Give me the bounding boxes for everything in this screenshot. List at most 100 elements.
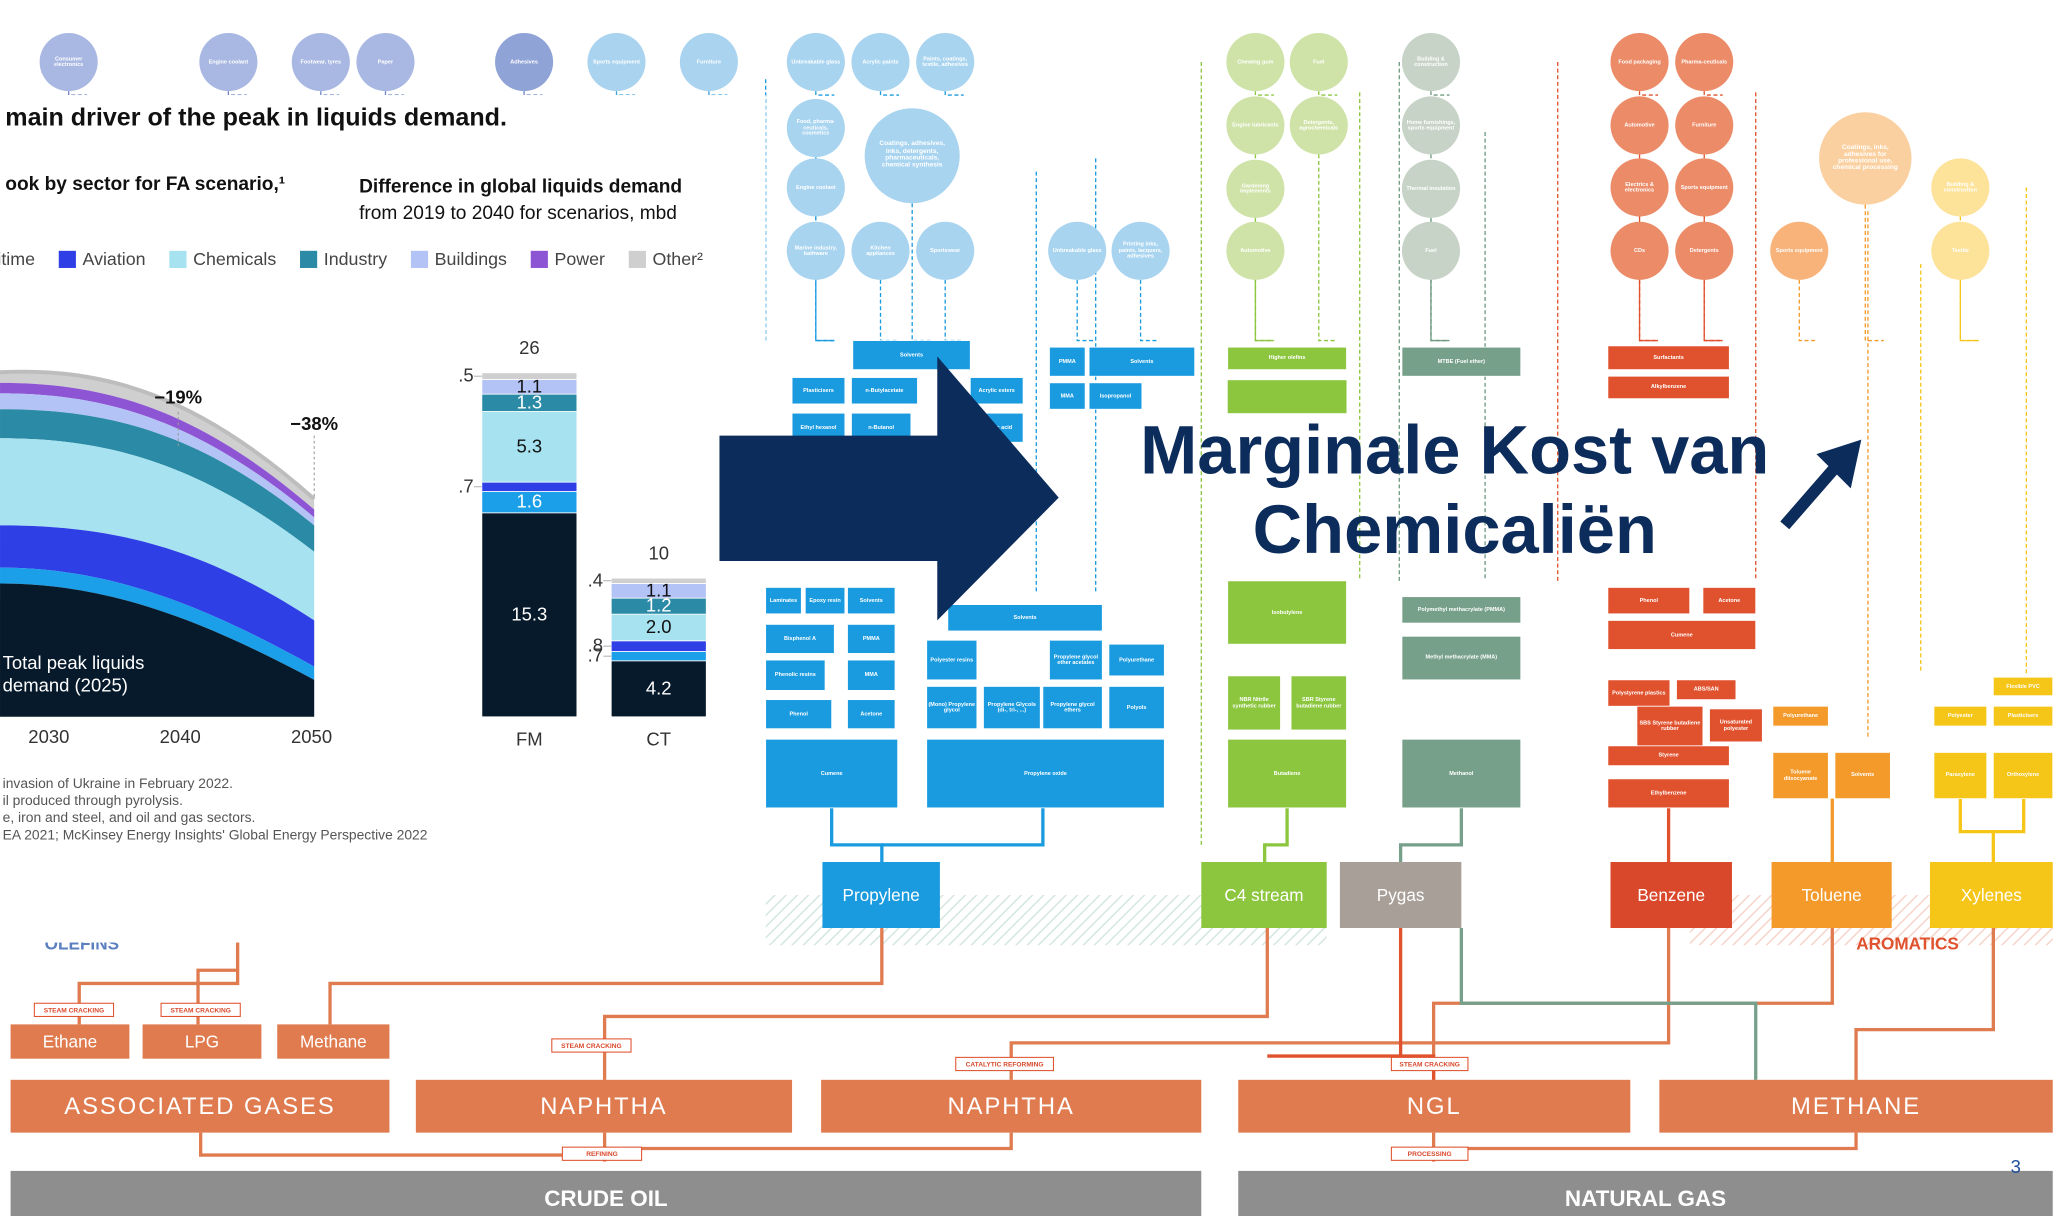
footnote: EA 2021; McKinsey Energy Insights' Globa… [3, 826, 428, 842]
pipe [1398, 807, 1463, 863]
process-label-frame: Solvents [900, 351, 923, 357]
product-circle [356, 33, 415, 92]
process-label-frame: Phenol [789, 710, 807, 716]
bar-value-label: 1.2 [646, 595, 672, 616]
process-box [1049, 639, 1103, 681]
process-label-frame: MTBE (Fuel ether) [1437, 357, 1485, 365]
process-box [1992, 705, 2054, 727]
process-box [983, 686, 1041, 730]
feedstock-label: NAPHTHA [540, 1093, 667, 1120]
area-layer [0, 583, 315, 717]
product-label-frame: Engine coolant [209, 58, 249, 64]
process-box [765, 623, 835, 654]
process-label: Acetone [860, 709, 883, 717]
connector [384, 91, 404, 96]
process-label-frame: Solvents [1013, 613, 1037, 621]
process-label: Phenol [1639, 596, 1659, 604]
gas-label: Methane [300, 1031, 367, 1051]
process-label: Cumene [1670, 630, 1693, 638]
process-box [1049, 382, 1086, 410]
product-circle [1226, 96, 1285, 155]
process-tag-label: CATALYTIC REFORMING [966, 1061, 1044, 1068]
intermediate-label: Pygas [1377, 885, 1425, 905]
intermediate-label: C4 stream [1224, 885, 1303, 905]
connector [944, 279, 964, 342]
product-label-frame: Unbreakable glass [1053, 247, 1102, 253]
product-label-frame: Coatings, inks, adhesives for profession… [1833, 144, 1898, 172]
product-circle [1610, 221, 1669, 280]
product-label: Paints, coatings, textile, adhesives [922, 54, 969, 68]
bar-segment [610, 660, 707, 718]
process-box [1049, 346, 1086, 377]
bar-value-label: .7 [458, 475, 473, 496]
process-box [852, 340, 971, 371]
process-box [1992, 752, 2054, 800]
product-label: Sports equipment [592, 57, 640, 65]
product-label: Gardening implements [1240, 181, 1271, 195]
product-label: Chewing gum [1237, 57, 1274, 65]
connector [708, 91, 728, 96]
product-label-frame: Sportswear [930, 246, 961, 254]
process-box [791, 377, 846, 405]
product-circle [851, 221, 910, 280]
process-label-frame: Acrylic esters [979, 387, 1015, 393]
product-circle [39, 33, 98, 92]
process-box [926, 639, 978, 681]
process-box [926, 738, 1165, 809]
pipe [1267, 1054, 1436, 1080]
area-note: demand (2025) [3, 674, 128, 695]
process-label-frame: Acetone [1718, 597, 1740, 603]
process-box [969, 377, 1024, 405]
pipe [328, 928, 884, 1025]
pipe [1854, 928, 1995, 1080]
x-tick-label: 2030 [28, 726, 69, 747]
process-label-frame: Methyl methacrylate (MMA) [1426, 654, 1498, 660]
x-tick-label: CT [646, 728, 671, 749]
product-label: Engine coolant [796, 183, 836, 190]
process-box [1108, 686, 1165, 730]
gas-label: Ethane [43, 1031, 97, 1051]
pipe [602, 928, 1269, 1080]
product-circle [1675, 221, 1734, 280]
feedstock-box [1659, 1079, 2053, 1133]
intermediate-box [1929, 862, 2053, 929]
process-label: MTBE (Fuel ether) [1437, 357, 1485, 365]
pipe [1431, 1132, 1858, 1162]
footnote: e, iron and steel, and oil and gas secto… [3, 809, 256, 825]
product-label-frame: CDs [1634, 247, 1645, 253]
product-circle [1931, 221, 1990, 280]
connector [1139, 279, 1160, 342]
pipe [830, 807, 884, 863]
process-label: Solvents [1013, 613, 1037, 621]
process-label: Polyurethane [1119, 655, 1155, 663]
product-label-frame: Furniture [1692, 122, 1716, 128]
process-label-frame: Paraxylene [1946, 772, 1975, 778]
process-tag-label: STEAM CRACKING [44, 1007, 104, 1014]
product-circle [1931, 158, 1990, 217]
process-box [1772, 705, 1829, 727]
product-label: Automotive [1624, 121, 1655, 128]
process-box [1042, 686, 1103, 730]
connector [944, 91, 964, 96]
process-label-frame: Orthoxylene [2007, 772, 2039, 778]
process-box [1401, 635, 1522, 681]
process-label: Butadiene [1273, 769, 1301, 776]
product-label-frame: Detergents, agrochemicals [1299, 118, 1339, 131]
bar-segment [610, 640, 707, 652]
process-label-frame: n-Butanol [868, 424, 894, 430]
product-label-frame: Chewing gum [1237, 57, 1274, 65]
bar-value-label: .5 [458, 365, 473, 386]
process-label-frame: Polyurethane [1783, 712, 1818, 718]
annotation: −19% [154, 387, 202, 408]
process-label-frame: Phenol [1639, 596, 1659, 604]
process-label: Surfactants [1653, 353, 1684, 361]
product-label: Printing inks, paints, lacquers, adhesiv… [1118, 240, 1163, 259]
process-box [851, 377, 918, 405]
process-label: Polymethyl methacrylate (PMMA) [1417, 605, 1505, 613]
process-box [926, 686, 978, 730]
product-circle [916, 33, 975, 92]
product-label: Sportswear [930, 246, 961, 254]
product-label-frame: Pharma-ceuticals [1681, 58, 1727, 64]
product-label: Detergents, agrochemicals [1299, 118, 1339, 131]
intermediate-box [1771, 862, 1892, 929]
